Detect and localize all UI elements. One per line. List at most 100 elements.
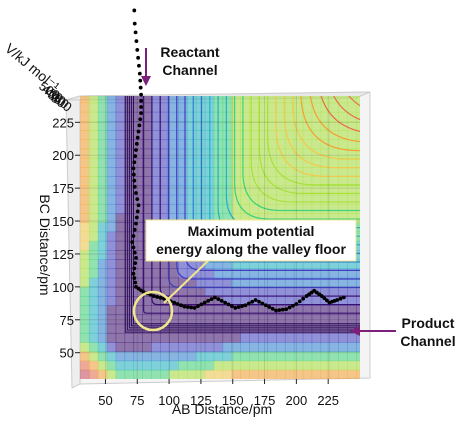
surface-cell [133, 167, 143, 177]
product-channel-annotation: Product Channel [350, 315, 456, 349]
surface-cell [151, 369, 161, 379]
surface-cell [80, 121, 90, 131]
surface-cell [240, 296, 250, 306]
surface-cell [186, 96, 197, 104]
surface-cell [106, 231, 117, 242]
surface-cell [231, 96, 241, 104]
surface-cell [88, 185, 99, 196]
contour-line [176, 96, 360, 280]
surface-cell [133, 305, 143, 316]
surface-cell [115, 240, 126, 251]
surface-cell [222, 96, 233, 104]
surface-cell [142, 96, 152, 104]
surface-cell [249, 342, 259, 352]
surface-cell [88, 351, 99, 362]
surface-cell [213, 369, 224, 379]
product-label-line1: Product [402, 315, 455, 331]
surface-cell [302, 277, 313, 288]
surface-cell [284, 259, 295, 270]
surface-cell [284, 286, 295, 297]
surface-cell [97, 342, 108, 352]
surface-cell [115, 305, 126, 316]
surface-cell [311, 314, 322, 325]
surface-cell [80, 157, 90, 168]
surface-cell [97, 351, 108, 362]
surface-cell [302, 157, 313, 168]
surface-cell [231, 351, 241, 362]
trajectory-point [135, 209, 140, 214]
surface-cell [213, 351, 224, 362]
surface-cell [356, 148, 360, 159]
y-tick-label: 50 [60, 346, 74, 361]
contour-line [300, 96, 360, 152]
surface-cell [151, 185, 161, 196]
surface-cell [195, 176, 206, 187]
surface-cell [178, 351, 188, 362]
surface-cell [249, 305, 259, 316]
surface-cell [169, 157, 179, 168]
trajectory-point [291, 303, 295, 308]
surface-cell [106, 213, 117, 223]
surface-cell [329, 148, 339, 159]
surface-cell [142, 314, 152, 325]
surface-cell [213, 314, 224, 325]
surface-cell [293, 351, 304, 362]
surface-cell [320, 176, 331, 187]
surface-cell [240, 268, 250, 279]
surface-cell [258, 369, 268, 379]
surface-cell [142, 167, 152, 177]
surface-cell [80, 268, 90, 279]
surface-cell [293, 286, 304, 297]
surface-cell [115, 286, 126, 297]
surface-cell [178, 305, 188, 316]
surface-cell [284, 96, 295, 104]
surface-cell [329, 185, 339, 196]
surface-cell [231, 277, 241, 288]
trajectory-point [325, 298, 329, 303]
surface-cell [169, 305, 179, 316]
surface-cell [293, 111, 304, 122]
surface-cell [97, 268, 108, 279]
surface-cell [213, 277, 224, 288]
surface-cell [195, 139, 206, 150]
surface-cell [222, 351, 233, 362]
surface-cell [338, 167, 348, 177]
surface-cell [169, 111, 179, 122]
surface-cell [356, 213, 360, 223]
surface-cell [347, 130, 357, 141]
surface-cell [284, 121, 295, 131]
surface-cell [133, 259, 143, 270]
product-label-line2: Channel [400, 333, 455, 349]
surface-cell [302, 286, 313, 297]
surface-cell [133, 222, 143, 233]
surface-cell [249, 360, 259, 371]
surface-cell [80, 323, 90, 334]
trajectory-point [131, 245, 136, 250]
trajectory-point [158, 295, 163, 300]
surface-cell [88, 203, 99, 214]
trajectory-point [338, 296, 343, 301]
surface-cell [356, 157, 360, 168]
surface-cell [169, 332, 179, 343]
trajectory-point [322, 296, 327, 301]
surface-cell [267, 203, 277, 214]
surface-cell [204, 259, 215, 270]
surface-cell [195, 277, 206, 288]
surface-cell [302, 194, 313, 205]
callout-line2: energy along the valley floor [156, 241, 346, 257]
surface-cell [195, 111, 206, 122]
trajectory-point [319, 294, 324, 298]
surface-cell [320, 305, 331, 316]
surface-cell [240, 259, 250, 270]
surface-cell [204, 332, 215, 343]
surface-cell [222, 369, 233, 379]
surface-cell [88, 96, 99, 104]
trajectory-point [135, 197, 140, 202]
surface-cell [329, 167, 339, 177]
surface-cell [356, 176, 360, 187]
trajectory-point [270, 306, 275, 311]
surface-cell [284, 148, 295, 159]
surface-cell [97, 296, 108, 306]
surface-cell [106, 323, 117, 334]
x-tick-label: 150 [222, 393, 244, 408]
